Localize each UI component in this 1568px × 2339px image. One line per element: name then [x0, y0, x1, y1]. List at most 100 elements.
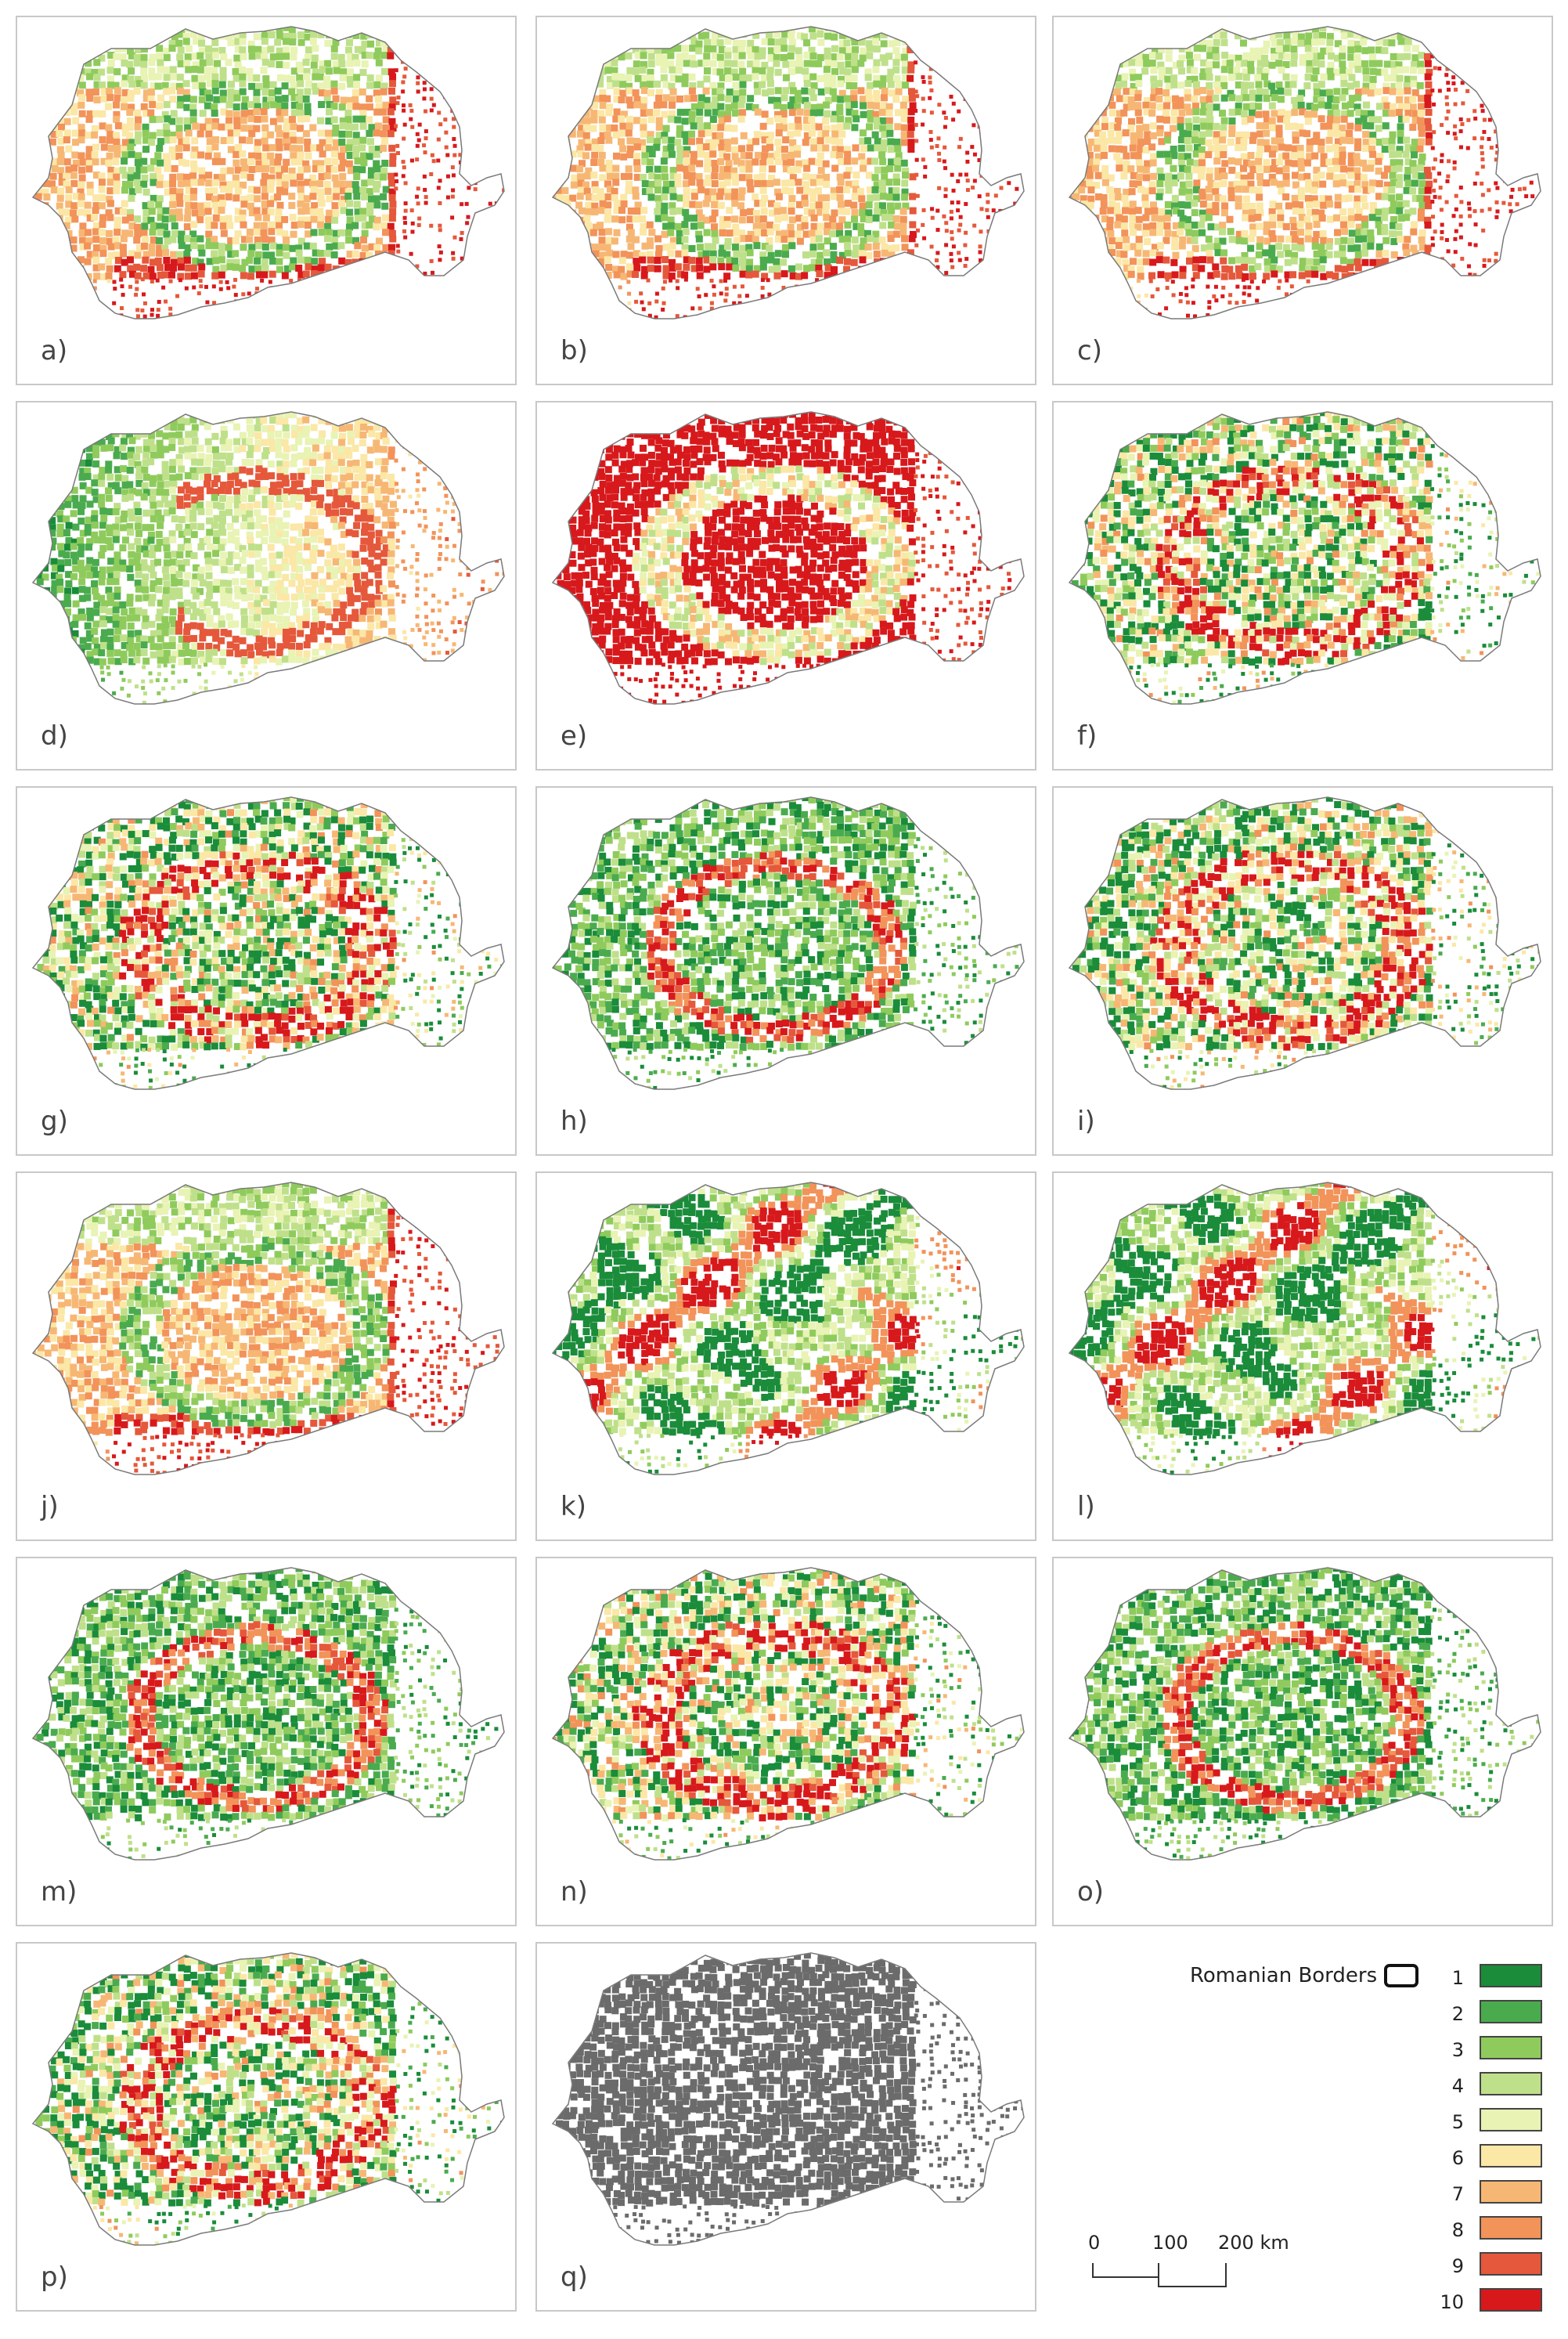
map-panel-f: f) [1052, 401, 1553, 771]
panel-label-j: j) [41, 1491, 59, 1522]
country-border [31, 411, 505, 705]
country-border [1068, 411, 1541, 705]
legend-value: 10 [1433, 2291, 1464, 2313]
legend-swatch [1480, 2000, 1542, 2023]
legend-value: 4 [1433, 2075, 1464, 2097]
map-n [551, 1567, 1025, 1861]
legend-value: 6 [1433, 2147, 1464, 2169]
panel-label-b: b) [561, 335, 588, 366]
map-panel-q: q) [535, 1942, 1036, 2312]
map-panel-h: h) [535, 786, 1036, 1156]
panel-label-m: m) [41, 1876, 77, 1908]
panel-label-g: g) [41, 1106, 68, 1137]
map-k [551, 1182, 1025, 1475]
panel-label-i: i) [1077, 1106, 1095, 1137]
map-i [1068, 796, 1541, 1090]
legend-item-10: 10 [1433, 2288, 1550, 2318]
country-border [1068, 1567, 1541, 1861]
panel-label-e: e) [561, 720, 587, 752]
map-g [31, 796, 505, 1090]
legend-swatch [1480, 2180, 1542, 2204]
legend-item-7: 7 [1433, 2180, 1550, 2210]
legend-value: 1 [1433, 1967, 1464, 1989]
country-border [31, 26, 505, 319]
legend-item-2: 2 [1433, 2000, 1550, 2030]
legend-swatch [1480, 2216, 1542, 2240]
legend-value: 5 [1433, 2111, 1464, 2133]
map-f [1068, 411, 1541, 705]
country-border [551, 1182, 1025, 1475]
legend-value: 7 [1433, 2183, 1464, 2205]
scale-tick-0: 0 [1088, 2232, 1100, 2254]
legend-border-label: Romanian Borders [1190, 1964, 1377, 1987]
legend-item-3: 3 [1433, 2036, 1550, 2066]
map-o [1068, 1567, 1541, 1861]
legend-item-5: 5 [1433, 2108, 1550, 2138]
map-panel-i: i) [1052, 786, 1553, 1156]
map-a [31, 26, 505, 319]
map-d [31, 411, 505, 705]
scale-bar-line [1092, 2263, 1227, 2287]
panel-label-d: d) [41, 720, 68, 752]
legend-swatch [1480, 2072, 1542, 2095]
map-raster [1069, 1182, 1541, 1475]
map-panel-n: n) [535, 1557, 1036, 1926]
map-b [551, 26, 1025, 319]
scale-tick-100: 100 [1152, 2232, 1188, 2254]
country-border [1068, 796, 1541, 1090]
panel-label-k: k) [561, 1491, 586, 1522]
map-panel-g: g) [16, 786, 517, 1156]
country-border [551, 796, 1025, 1090]
legend-value: 2 [1433, 2003, 1464, 2025]
map-raster [33, 1182, 504, 1475]
map-m [31, 1567, 505, 1861]
map-panel-e: e) [535, 401, 1036, 771]
legend-value: 9 [1433, 2255, 1464, 2277]
legend-item-8: 8 [1433, 2216, 1550, 2246]
map-raster [553, 1953, 1024, 2245]
panel-label-n: n) [561, 1876, 588, 1908]
country-border [551, 26, 1025, 319]
map-raster [1069, 797, 1541, 1089]
map-e [551, 411, 1025, 705]
panel-label-q: q) [561, 2261, 588, 2293]
map-panel-m: m) [16, 1557, 517, 1926]
map-p [31, 1952, 505, 2246]
scale-bar: 0 100 200 km [1088, 2232, 1323, 2310]
map-legend: Romanian Borders 1 2 3 4 5 6 7 8 9 10 0 … [1049, 1942, 1550, 2326]
map-l [1068, 1182, 1541, 1475]
map-h [551, 796, 1025, 1090]
panel-label-f: f) [1077, 720, 1097, 752]
country-border [551, 1952, 1025, 2246]
map-panel-c: c) [1052, 16, 1553, 385]
panel-label-c: c) [1077, 335, 1102, 366]
country-border [31, 1567, 505, 1861]
panel-label-l: l) [1077, 1491, 1095, 1522]
panel-label-a: a) [41, 335, 67, 366]
legend-swatch [1480, 2144, 1542, 2168]
map-panel-k: k) [535, 1171, 1036, 1541]
legend-item-1: 1 [1433, 1964, 1550, 1994]
legend-swatch [1480, 2288, 1542, 2312]
scale-tick-200: 200 km [1218, 2232, 1289, 2254]
border-swatch [1384, 1964, 1418, 1987]
legend-swatch [1480, 2036, 1542, 2059]
map-panel-a: a) [16, 16, 517, 385]
map-panel-l: l) [1052, 1171, 1553, 1541]
legend-item-4: 4 [1433, 2072, 1550, 2102]
legend-item-6: 6 [1433, 2144, 1550, 2174]
country-border [1068, 26, 1541, 319]
legend-item-9: 9 [1433, 2252, 1550, 2282]
legend-swatch [1480, 2252, 1542, 2276]
map-panel-j: j) [16, 1171, 517, 1541]
country-border [1068, 1182, 1541, 1475]
map-j [31, 1182, 505, 1475]
map-panel-d: d) [16, 401, 517, 771]
country-border [31, 796, 505, 1090]
legend-swatch [1480, 1964, 1542, 1987]
map-panel-p: p) [16, 1942, 517, 2312]
map-c [1068, 26, 1541, 319]
legend-value: 3 [1433, 2039, 1464, 2061]
country-border [31, 1182, 505, 1475]
country-border [31, 1952, 505, 2246]
